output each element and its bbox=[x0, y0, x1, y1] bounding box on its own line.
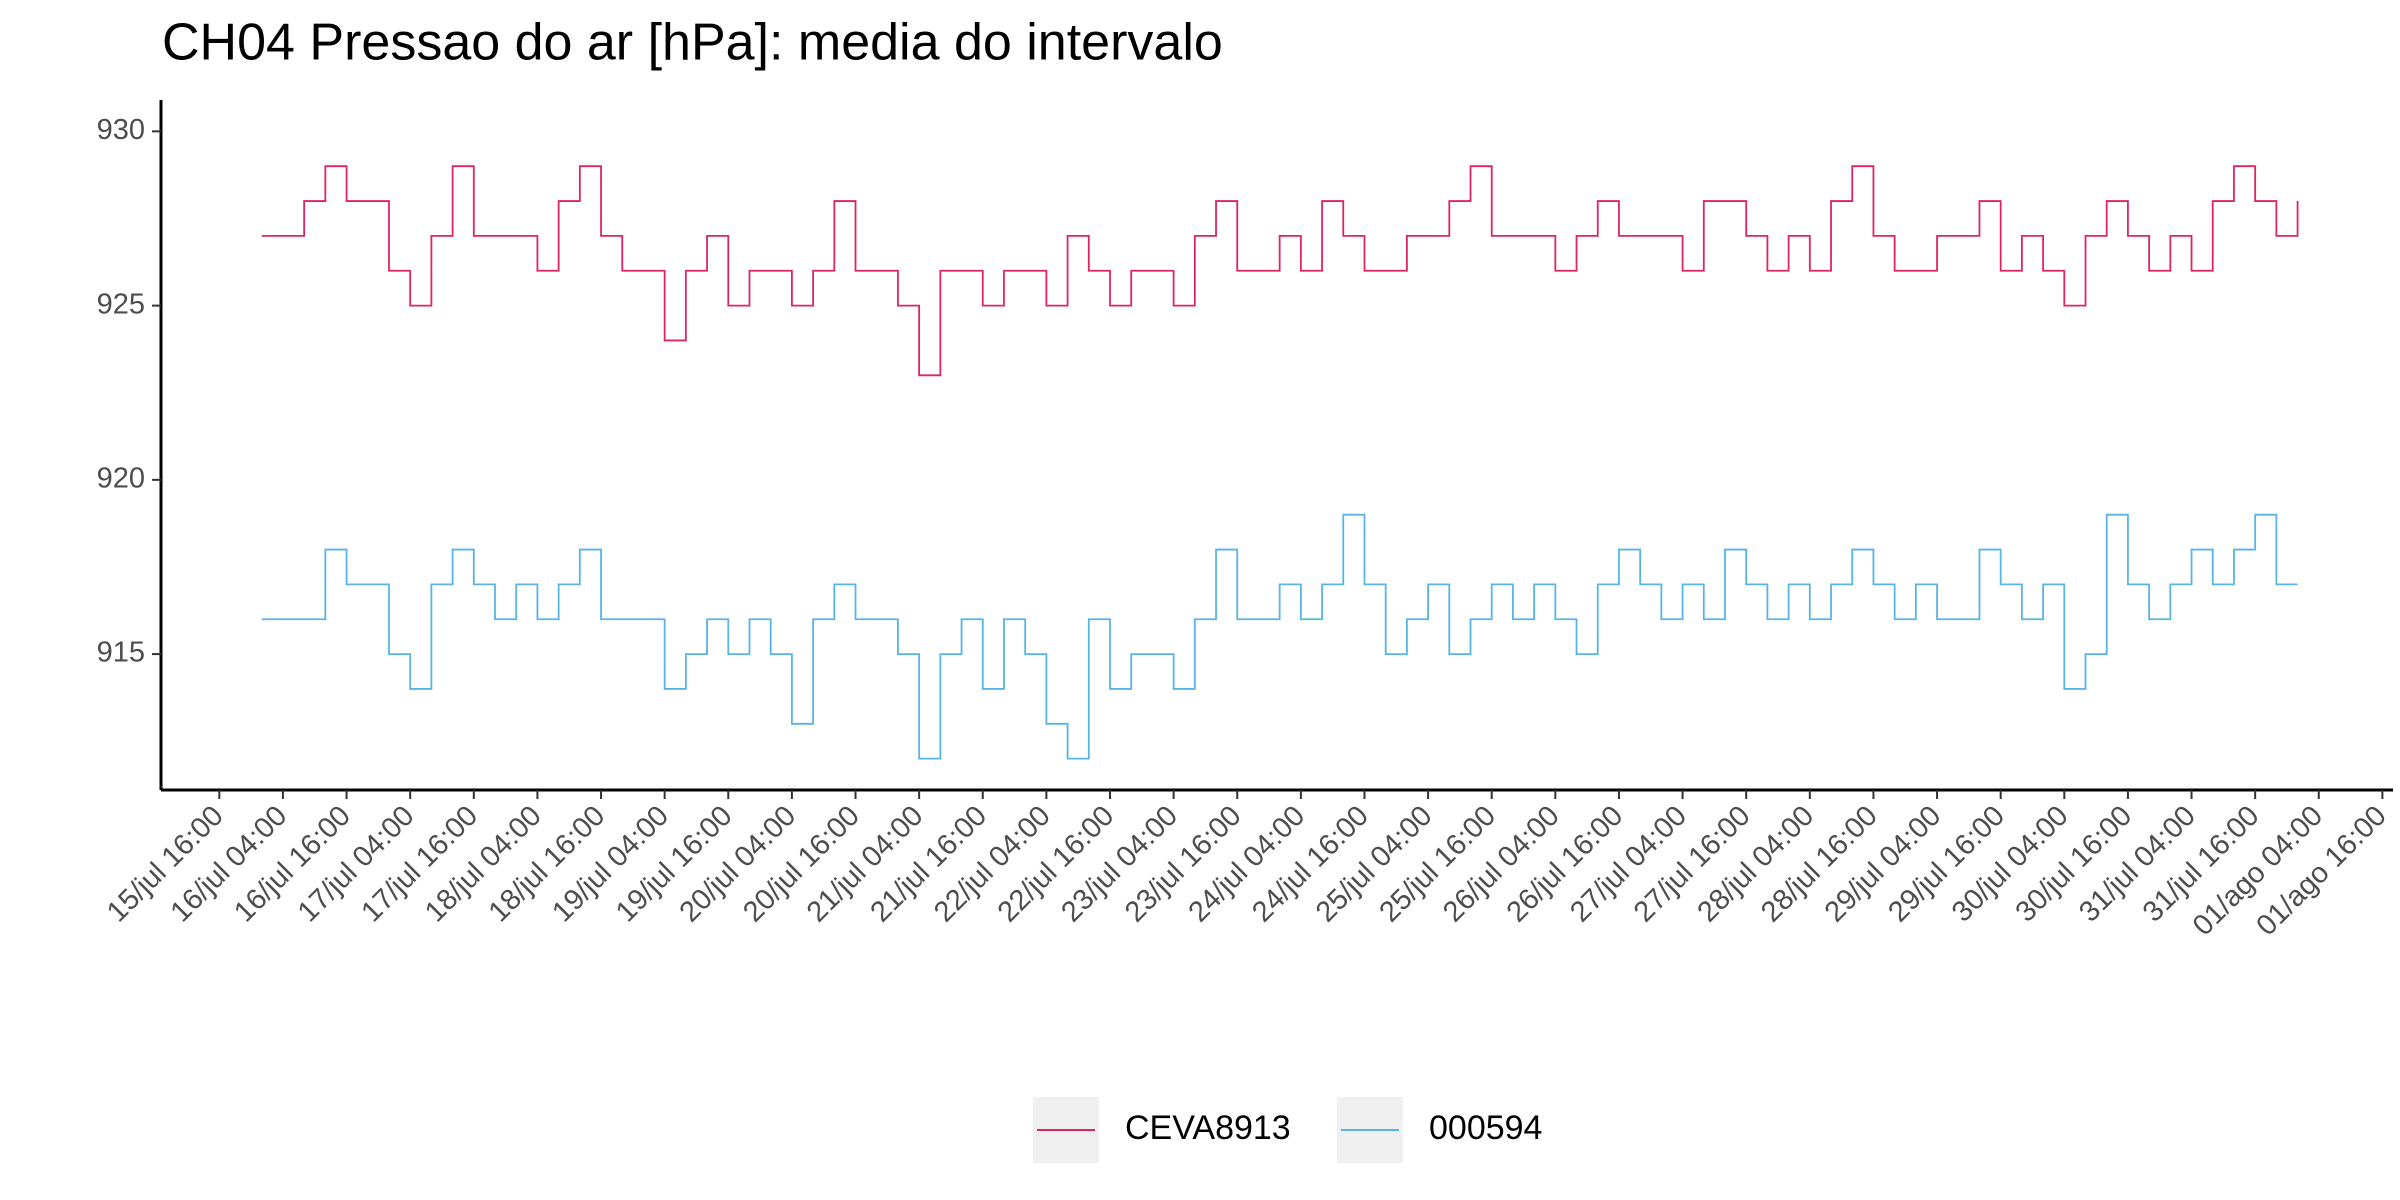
legend-label: CEVA8913 bbox=[1125, 1109, 1291, 1147]
legend-label: 000594 bbox=[1429, 1109, 1542, 1147]
series-line bbox=[261, 165, 2299, 377]
chart-title: CH04 Pressao do ar [hPa]: media do inter… bbox=[162, 14, 1223, 72]
series-line bbox=[261, 513, 2298, 760]
y-tick-label: 920 bbox=[97, 463, 145, 495]
y-tick-label: 915 bbox=[97, 637, 145, 669]
y-tick-label: 930 bbox=[97, 114, 145, 146]
y-tick-label: 925 bbox=[97, 288, 145, 320]
